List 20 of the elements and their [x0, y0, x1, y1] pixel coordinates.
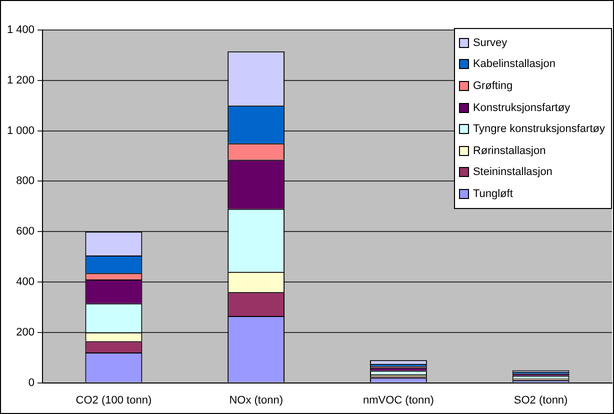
y-tick-label: 400: [16, 276, 35, 288]
y-tick-label: 1 400: [6, 24, 35, 36]
x-tick-label: nmVOC (tonn): [362, 394, 434, 406]
legend-label: Steininstallasjon: [472, 166, 552, 178]
legend-label: Tyngre konstruksjonsfartøy: [472, 123, 605, 136]
legend-label: Rørinstallasjon: [472, 144, 546, 157]
y-tick-label: 1 000: [6, 124, 35, 137]
y-tick-label: 200: [16, 326, 35, 338]
y-tick-label: 600: [16, 226, 35, 238]
legend-label: Konstruksjonsfartøy: [472, 102, 570, 114]
y-tick-label: 1 200: [6, 74, 35, 86]
x-tick-label: SO2 (tonn): [514, 394, 568, 406]
x-tick-label: NOx (tonn): [229, 394, 283, 406]
legend-label: Grøfting: [472, 80, 513, 92]
legend-label: Survey: [472, 36, 508, 49]
legend-label: Kabelinstallasjon: [472, 58, 556, 70]
x-tick-label: CO2 (100 tonn): [76, 394, 152, 406]
legend-label: Tungløft: [472, 188, 513, 200]
y-tick-label: 0: [28, 376, 35, 389]
y-tick-label: 800: [16, 175, 35, 188]
